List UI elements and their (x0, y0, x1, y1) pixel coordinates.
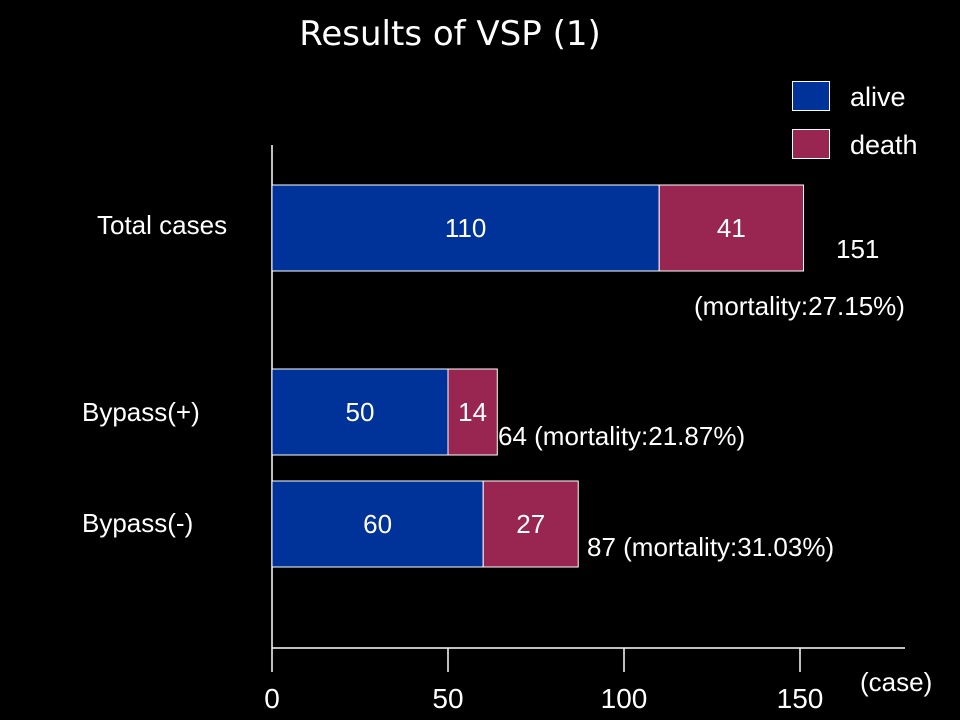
bar-label-death-0: 41 (717, 213, 746, 243)
total-mortality-annotation: (mortality:27.15%) (694, 291, 905, 321)
bar-death-2 (482, 480, 579, 568)
chart-title: Results of VSP (1) (299, 14, 601, 54)
bar-label-death-2: 27 (516, 509, 545, 539)
bar-alive-2 (271, 480, 484, 568)
bar-label-alive-0: 110 (445, 213, 486, 243)
x-tick-label-50: 50 (432, 683, 463, 714)
total-annotation: 151 (836, 234, 880, 264)
bar-alive-0 (271, 184, 660, 272)
bar-label-alive-2: 60 (363, 509, 392, 539)
category-label-bypass-minus: Bypass(-) (82, 508, 194, 538)
category-label-total: Total cases (97, 210, 228, 240)
x-tick-label-0: 0 (264, 683, 280, 714)
bar-label-alive-1: 50 (346, 397, 375, 427)
bar-death-1 (447, 368, 498, 456)
category-label-bypass-plus: Bypass(+) (82, 397, 200, 427)
bypass-minus-annotation: 87 (mortality:31.03%) (587, 532, 835, 562)
x-tick-label-150: 150 (777, 683, 824, 714)
x-axis-label: (case) (860, 667, 933, 697)
legend-label-alive: alive (850, 82, 906, 112)
legend-label-death: death (850, 130, 918, 160)
bar-death-0 (658, 184, 805, 272)
bar-label-death-1: 14 (458, 397, 487, 427)
legend-swatch-death (792, 129, 830, 159)
bypass-plus-annotation: 64 (mortality:21.87%) (498, 421, 746, 451)
x-tick-label-100: 100 (601, 683, 648, 714)
legend-swatch-alive (792, 81, 830, 111)
bar-alive-1 (271, 368, 449, 456)
